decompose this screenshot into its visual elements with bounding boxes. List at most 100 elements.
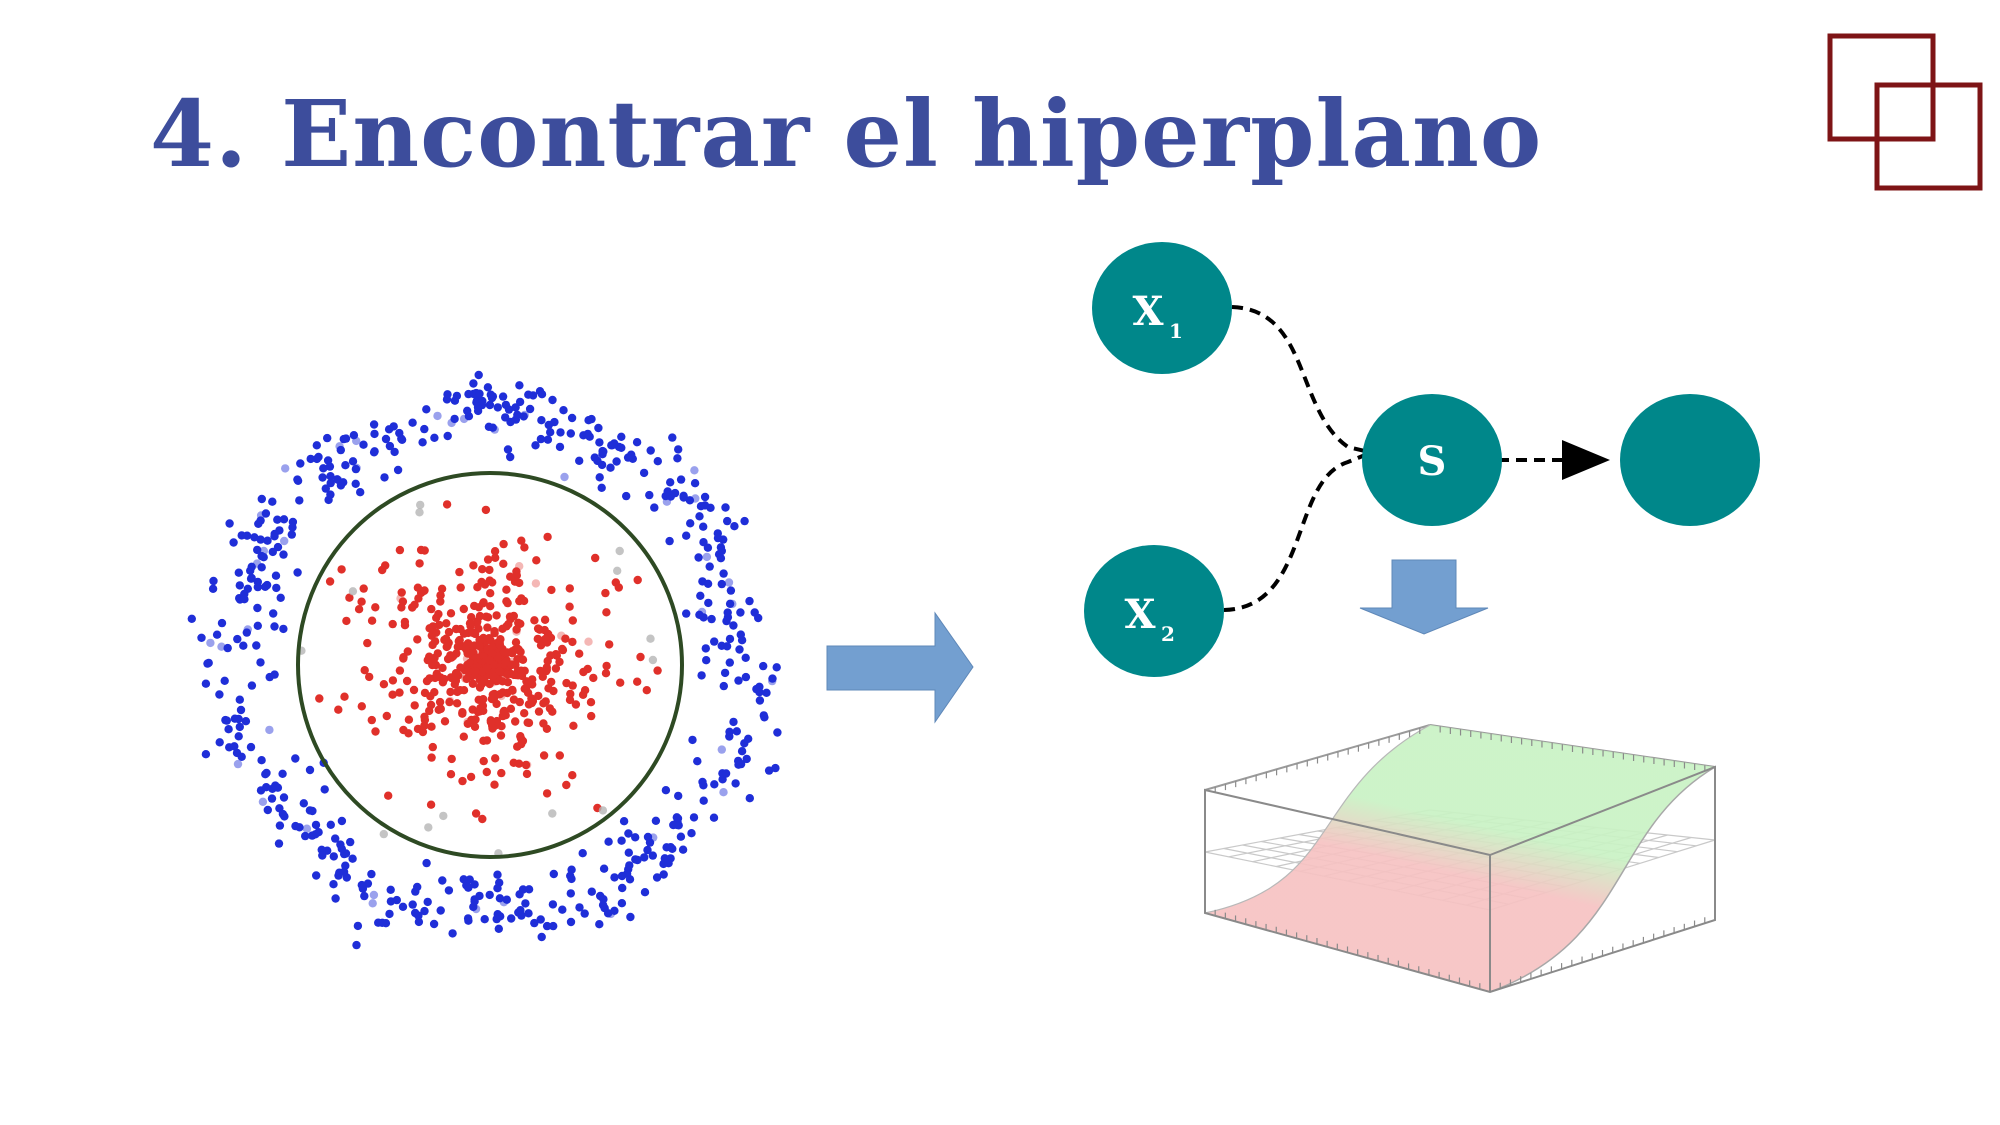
outer-point	[272, 583, 281, 593]
outer-point	[341, 461, 350, 470]
inner-point	[367, 616, 377, 625]
inner-point	[367, 715, 376, 725]
outer-point	[398, 902, 408, 911]
network-diagram: X 1 X 2 S	[1084, 242, 1760, 677]
outer-point	[485, 890, 494, 900]
outer-point	[700, 492, 710, 502]
inner-point	[496, 731, 506, 740]
inner-point	[446, 687, 455, 697]
outer-point	[329, 852, 338, 861]
outer-point	[693, 757, 702, 766]
outer-point	[308, 831, 317, 840]
inner-point	[491, 553, 500, 562]
outer-point	[610, 439, 619, 448]
inner-point	[510, 577, 520, 586]
inner-point	[565, 602, 574, 611]
outer-point	[478, 396, 487, 406]
outer-point	[501, 413, 510, 422]
outer-point	[268, 497, 277, 506]
outer-point	[237, 531, 246, 540]
outer-point	[494, 924, 503, 933]
outer-point	[234, 732, 243, 741]
outer-point	[291, 754, 300, 763]
inner-point	[464, 667, 473, 676]
outer-point	[555, 442, 565, 452]
stray-point	[598, 806, 608, 815]
stray-point	[439, 811, 448, 821]
inner-point	[427, 722, 436, 731]
outer-point	[674, 445, 683, 454]
outer-point	[262, 783, 271, 792]
inner-point	[420, 586, 429, 595]
inner-point	[427, 604, 436, 614]
inner-point	[502, 585, 511, 594]
outer-point	[444, 886, 454, 895]
inner-point	[482, 767, 491, 777]
node-s: S	[1362, 394, 1502, 526]
down-arrow-icon	[1359, 559, 1489, 635]
outer-point	[764, 766, 774, 775]
outer-point	[619, 817, 629, 826]
node-x2-label: X	[1124, 591, 1155, 638]
outer-point	[759, 661, 768, 671]
inner-point	[524, 700, 534, 709]
outer-point	[556, 428, 565, 437]
outer-point	[278, 769, 287, 778]
outer-point	[484, 422, 494, 431]
outer-point	[351, 479, 360, 488]
outer-point	[719, 681, 728, 691]
inner-point	[506, 704, 516, 713]
inner-point	[499, 559, 508, 568]
outer-point	[590, 453, 599, 462]
inner-point	[436, 597, 445, 606]
outer-point	[206, 638, 215, 648]
inner-point	[357, 597, 366, 606]
inner-point	[440, 717, 450, 726]
outer-point	[201, 750, 211, 759]
inner-point	[602, 661, 611, 671]
outer-point	[351, 464, 361, 474]
outer-point	[384, 425, 394, 434]
outer-point	[448, 929, 457, 938]
outer-point	[485, 400, 495, 410]
outer-point	[735, 645, 744, 654]
inner-point	[388, 619, 397, 629]
inner-point	[444, 627, 454, 637]
outer-point	[318, 473, 327, 482]
outer-point	[709, 813, 719, 822]
outer-point	[707, 614, 716, 624]
inner-point	[575, 649, 584, 658]
outer-point	[233, 759, 243, 769]
outer-point	[279, 515, 289, 524]
outer-point	[536, 915, 545, 924]
inner-point	[485, 655, 494, 665]
inner-point	[522, 769, 532, 779]
inner-point	[485, 565, 494, 575]
outer-point	[247, 681, 257, 690]
two-overlapping-squares-icon	[1827, 33, 1983, 191]
inner-point	[485, 679, 494, 689]
inner-point	[340, 692, 349, 701]
outer-point	[699, 522, 708, 531]
inner-point	[521, 760, 531, 770]
outer-point	[617, 443, 626, 452]
outer-point	[665, 536, 674, 546]
outer-point	[257, 756, 266, 765]
inner-point	[410, 600, 419, 609]
outer-point	[319, 464, 328, 473]
outer-point	[411, 908, 420, 918]
node-x1-label: X	[1132, 288, 1163, 335]
outer-point	[395, 428, 404, 438]
outer-point	[682, 609, 691, 618]
outer-point	[459, 414, 469, 424]
inner-point	[569, 721, 578, 730]
inner-point	[430, 688, 439, 697]
outer-point	[580, 909, 589, 918]
outer-point	[390, 447, 399, 457]
outer-point	[258, 797, 268, 806]
outer-point	[204, 658, 213, 668]
outer-point	[717, 745, 726, 754]
inner-point	[400, 621, 410, 630]
outer-point	[323, 433, 332, 443]
outer-point	[725, 599, 735, 608]
